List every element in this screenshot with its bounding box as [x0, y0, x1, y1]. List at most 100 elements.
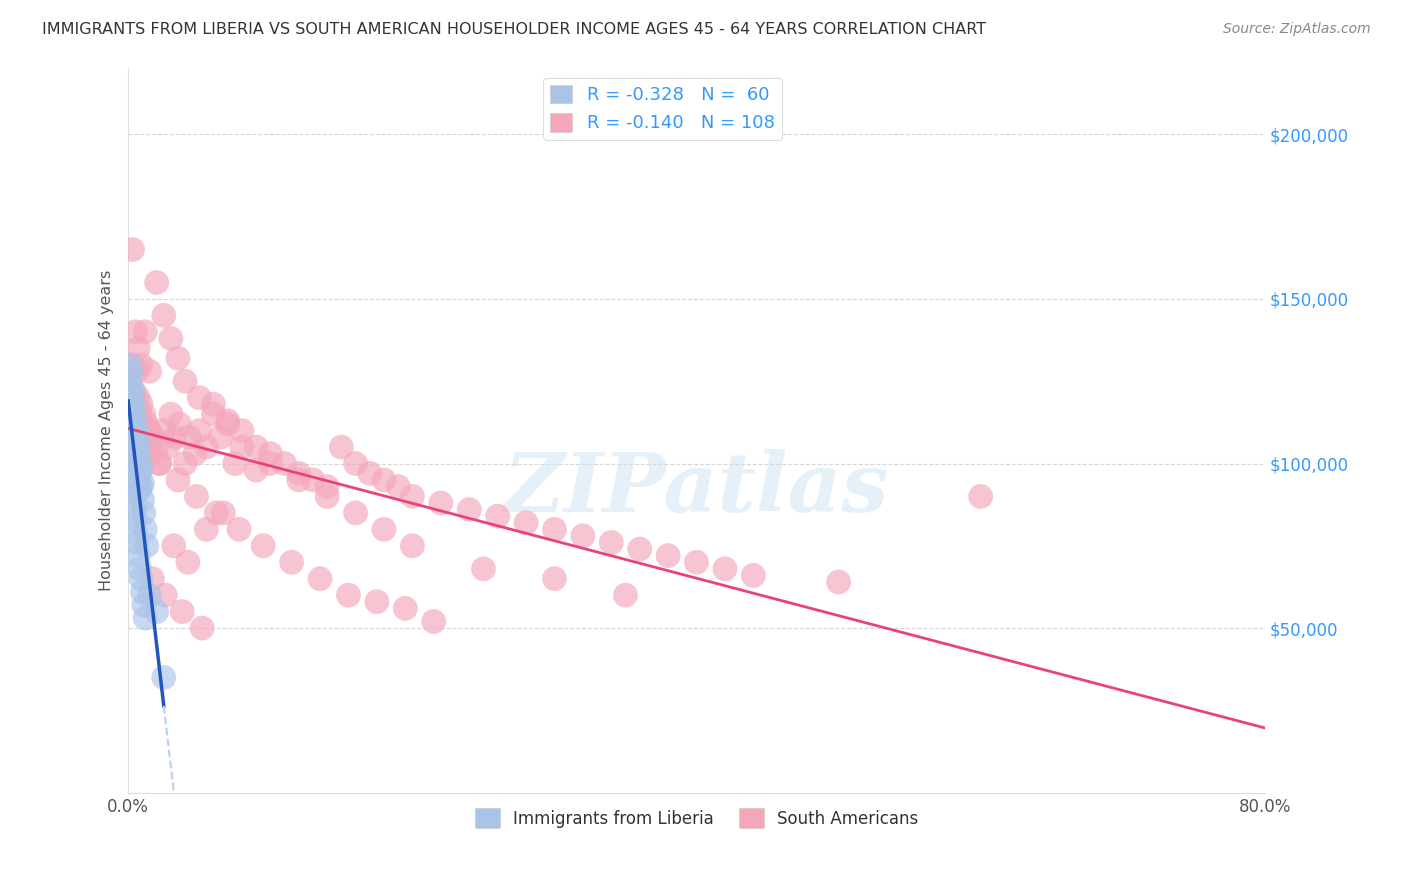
- Point: [128, 467, 150, 481]
- Text: Source: ZipAtlas.com: Source: ZipAtlas.com: [1223, 22, 1371, 37]
- Point: [120, 397, 142, 411]
- Point: [394, 601, 416, 615]
- Point: [184, 447, 207, 461]
- Point: [152, 309, 174, 323]
- Point: [169, 417, 191, 431]
- Point: [121, 401, 143, 415]
- Point: [128, 407, 150, 421]
- Point: [472, 562, 495, 576]
- Point: [122, 384, 145, 398]
- Point: [121, 417, 143, 431]
- Point: [344, 457, 367, 471]
- Point: [970, 490, 993, 504]
- Point: [177, 555, 200, 569]
- Point: [217, 417, 239, 431]
- Point: [486, 509, 509, 524]
- Point: [118, 424, 141, 438]
- Point: [134, 325, 156, 339]
- Point: [132, 407, 155, 421]
- Point: [125, 424, 148, 438]
- Point: [132, 506, 155, 520]
- Point: [125, 440, 148, 454]
- Y-axis label: Householder Income Ages 45 - 64 years: Householder Income Ages 45 - 64 years: [100, 270, 114, 591]
- Point: [135, 539, 157, 553]
- Point: [316, 479, 339, 493]
- Point: [191, 621, 214, 635]
- Point: [174, 457, 197, 471]
- Point: [401, 490, 423, 504]
- Point: [134, 611, 156, 625]
- Point: [128, 483, 150, 497]
- Point: [120, 414, 142, 428]
- Point: [259, 457, 281, 471]
- Point: [572, 529, 595, 543]
- Point: [127, 469, 149, 483]
- Point: [136, 430, 159, 444]
- Point: [145, 276, 167, 290]
- Point: [167, 473, 190, 487]
- Point: [245, 440, 267, 454]
- Point: [135, 417, 157, 431]
- Point: [124, 512, 146, 526]
- Point: [657, 549, 679, 563]
- Point: [122, 391, 145, 405]
- Text: IMMIGRANTS FROM LIBERIA VS SOUTH AMERICAN HOUSEHOLDER INCOME AGES 45 - 64 YEARS : IMMIGRANTS FROM LIBERIA VS SOUTH AMERICA…: [42, 22, 986, 37]
- Point: [209, 430, 232, 444]
- Point: [600, 535, 623, 549]
- Legend: Immigrants from Liberia, South Americans: Immigrants from Liberia, South Americans: [468, 801, 925, 835]
- Point: [120, 381, 142, 395]
- Point: [160, 331, 183, 345]
- Point: [302, 473, 325, 487]
- Point: [127, 436, 149, 450]
- Point: [152, 424, 174, 438]
- Point: [172, 605, 194, 619]
- Point: [401, 539, 423, 553]
- Point: [245, 463, 267, 477]
- Point: [122, 490, 145, 504]
- Point: [118, 391, 141, 405]
- Point: [202, 407, 225, 421]
- Point: [129, 479, 152, 493]
- Point: [153, 588, 176, 602]
- Point: [142, 430, 165, 444]
- Point: [121, 450, 143, 464]
- Point: [121, 358, 143, 372]
- Point: [359, 467, 381, 481]
- Point: [118, 358, 141, 372]
- Point: [273, 457, 295, 471]
- Point: [121, 384, 143, 398]
- Point: [125, 535, 148, 549]
- Point: [138, 588, 160, 602]
- Point: [259, 447, 281, 461]
- Point: [129, 572, 152, 586]
- Point: [118, 407, 141, 421]
- Point: [129, 463, 152, 477]
- Point: [122, 447, 145, 461]
- Point: [188, 391, 211, 405]
- Point: [127, 391, 149, 405]
- Point: [122, 397, 145, 411]
- Point: [120, 397, 142, 411]
- Point: [202, 397, 225, 411]
- Point: [316, 490, 339, 504]
- Point: [131, 476, 153, 491]
- Point: [167, 351, 190, 366]
- Point: [224, 457, 246, 471]
- Point: [128, 414, 150, 428]
- Point: [827, 574, 849, 589]
- Point: [125, 473, 148, 487]
- Point: [121, 243, 143, 257]
- Point: [614, 588, 637, 602]
- Point: [422, 615, 444, 629]
- Point: [136, 440, 159, 454]
- Point: [124, 426, 146, 441]
- Point: [252, 539, 274, 553]
- Point: [165, 430, 187, 444]
- Point: [287, 473, 309, 487]
- Point: [141, 572, 163, 586]
- Point: [128, 450, 150, 464]
- Point: [714, 562, 737, 576]
- Point: [179, 430, 201, 444]
- Point: [231, 440, 253, 454]
- Point: [330, 440, 353, 454]
